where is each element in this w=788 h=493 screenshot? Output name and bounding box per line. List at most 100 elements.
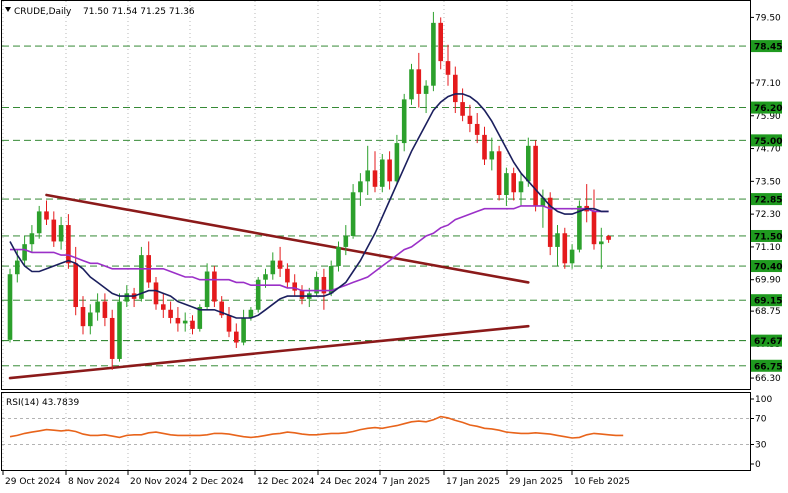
candle-body <box>197 307 203 329</box>
candle-body <box>336 246 341 267</box>
main-panel-frame <box>1 0 751 390</box>
candle-body <box>109 317 115 359</box>
candle-body <box>15 260 20 275</box>
price-axis-tick-label: 73.50 <box>755 177 781 187</box>
candle-body <box>66 225 71 264</box>
price-level-badge <box>751 359 782 372</box>
candle-body <box>533 145 538 206</box>
price-axis-tick-label: 68.75 <box>755 307 781 317</box>
price-axis-tick-label: 79.50 <box>755 13 781 23</box>
candle-body <box>263 274 268 280</box>
price-level-badge <box>751 294 782 307</box>
candle-body <box>547 197 553 247</box>
rsi-axis-tick-label: 30 <box>755 441 767 451</box>
candle-body <box>36 211 42 234</box>
candle-body <box>438 22 443 62</box>
candle-body <box>423 85 429 94</box>
candle-body <box>58 225 64 242</box>
price-axis-tick-label: 71.10 <box>755 243 781 253</box>
candle-body <box>212 271 217 302</box>
price-level-badge-label: 75.00 <box>754 137 782 147</box>
candle-body <box>117 301 122 359</box>
candle-body <box>562 233 568 264</box>
date-axis-label: 29 Jan 2025 <box>509 477 563 487</box>
price-level-badge <box>751 260 782 273</box>
candle-body <box>29 233 35 245</box>
candle-body <box>270 260 276 275</box>
candle-body <box>88 312 93 327</box>
candle-body <box>518 181 524 193</box>
candle-body <box>7 274 13 340</box>
candle-body <box>44 211 49 220</box>
price-axis-tick-label: 74.70 <box>755 145 781 155</box>
candle-body <box>285 268 290 283</box>
candle-body <box>190 320 195 329</box>
candle-body <box>277 260 283 269</box>
candle-body <box>80 307 86 327</box>
candle-body <box>416 69 422 94</box>
rsi-axis-tick-label: 100 <box>755 395 772 405</box>
candle-body <box>168 309 173 318</box>
candle-body <box>161 304 166 310</box>
candle-body <box>226 315 232 332</box>
chart-ohlc-values: 71.50 71.54 71.25 71.36 <box>83 7 195 17</box>
price-level-badge <box>751 40 782 53</box>
candle-body <box>139 255 144 299</box>
date-axis-label: 24 Dec 2024 <box>320 477 378 487</box>
candle-body <box>234 331 239 343</box>
candle-body <box>182 320 188 324</box>
candle-body <box>496 151 502 195</box>
candle-body <box>124 293 130 302</box>
candle-body <box>401 99 407 144</box>
trendline <box>45 193 530 284</box>
rsi-title: RSI(14) 43.7839 <box>6 398 79 408</box>
candle-body <box>540 197 546 206</box>
candle-body <box>321 276 327 294</box>
rsi-axis-tick-label: 70 <box>755 415 767 425</box>
candle-body <box>445 61 451 75</box>
candle-body <box>394 143 400 182</box>
price-axis-tick-label: 75.90 <box>755 112 781 122</box>
candle-body <box>328 266 334 294</box>
price-level-badge-label: 67.67 <box>754 337 782 347</box>
candle-body <box>431 22 436 86</box>
price-level-badge-label: 69.15 <box>754 297 782 307</box>
candle-body <box>467 115 473 124</box>
price-axis-tick-label: 72.30 <box>755 210 781 220</box>
candle-body <box>241 317 246 343</box>
price-level-badge-label: 71.50 <box>754 232 782 242</box>
candle-body <box>314 276 319 294</box>
price-axis-tick-label: 69.90 <box>755 276 781 286</box>
price-level-badge <box>751 193 782 206</box>
collapse-triangle-icon[interactable] <box>5 7 11 12</box>
candle-body <box>343 235 349 247</box>
price-level-badge-label: 78.45 <box>754 43 782 53</box>
candle-body <box>599 241 604 245</box>
price-level-badge <box>751 334 782 347</box>
chart-symbol-title: CRUDE,Daily <box>14 7 72 17</box>
candle-body <box>460 102 465 116</box>
candle-body <box>365 170 370 182</box>
price-level-badge-label: 76.20 <box>754 104 782 114</box>
candle-body <box>409 69 414 100</box>
trendline <box>8 324 530 380</box>
candle-body <box>73 263 78 308</box>
candle-body <box>255 279 261 310</box>
candle-body <box>219 301 224 316</box>
price-level-badge-label: 70.40 <box>754 263 782 273</box>
candle-body <box>526 145 531 182</box>
fast-moving-average-line <box>9 93 609 319</box>
date-axis-label: 2 Dec 2024 <box>192 477 244 487</box>
candle-body <box>299 290 305 299</box>
candle-body <box>292 282 297 291</box>
candle-body <box>591 211 597 245</box>
date-axis-label: 10 Feb 2025 <box>574 477 630 487</box>
price-axis-tick-label: 77.10 <box>755 79 781 89</box>
candle-body <box>482 134 487 160</box>
candle-body <box>380 159 385 187</box>
date-axis-label: 8 Nov 2024 <box>68 477 120 487</box>
price-level-badge <box>751 229 782 242</box>
candle-body <box>387 159 392 182</box>
price-level-badge <box>751 134 782 147</box>
